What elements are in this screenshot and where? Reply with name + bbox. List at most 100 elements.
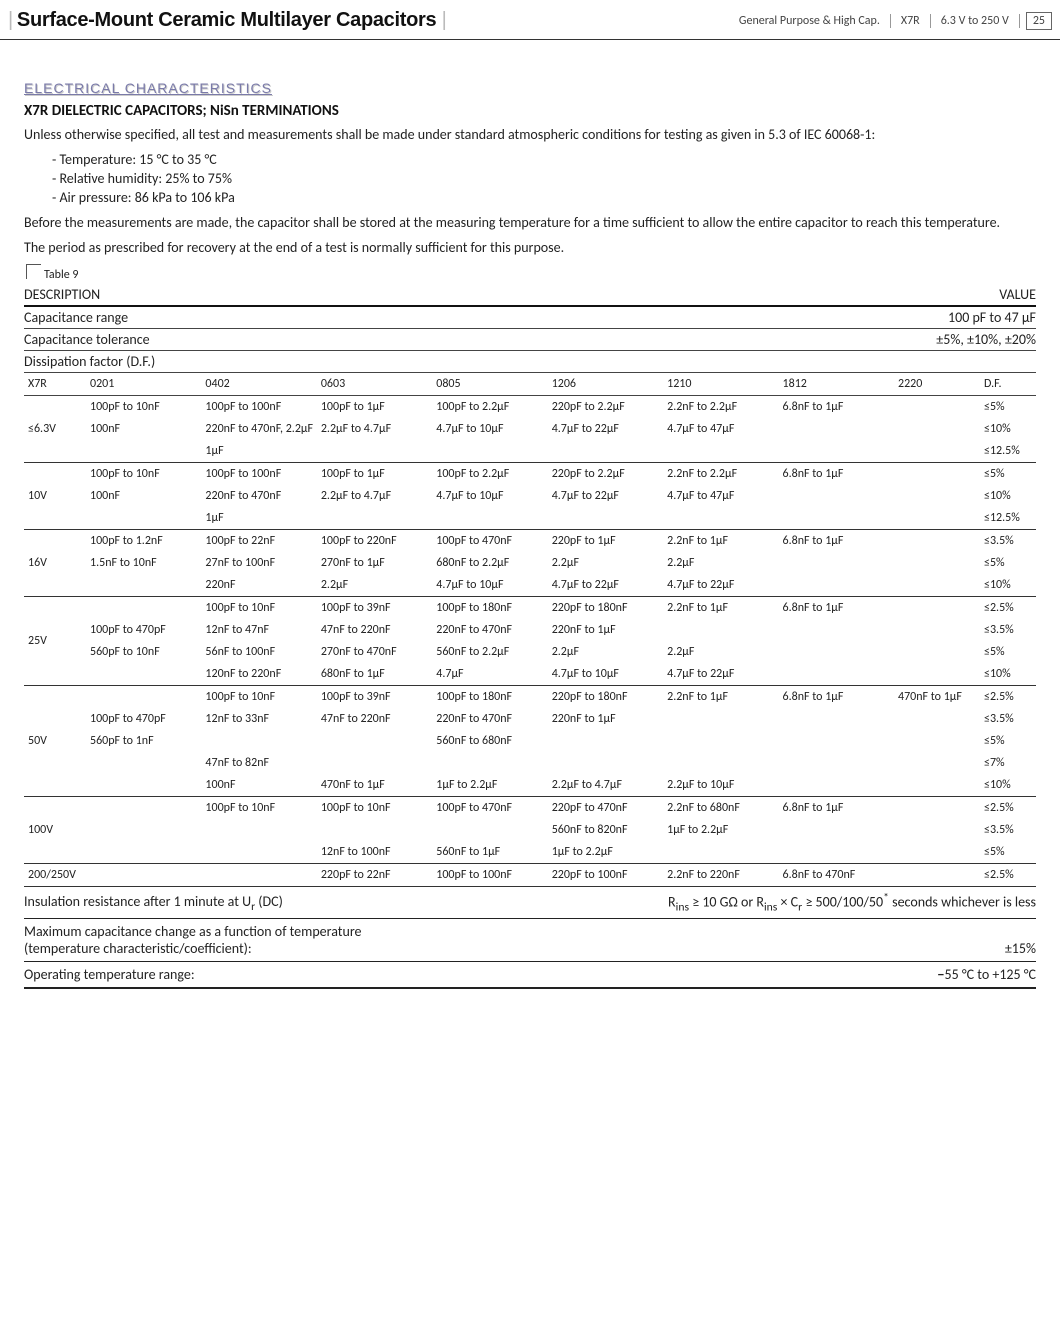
table-cell — [779, 708, 894, 730]
table-cell — [779, 663, 894, 686]
table-cell: 100pF to 470pF — [86, 619, 201, 641]
table-cell — [201, 819, 316, 841]
table-cell: 2.2µF — [548, 552, 663, 574]
table-cell: 220nF to 470nF — [432, 708, 547, 730]
table-cell: ≤10% — [980, 418, 1036, 440]
table-cell: 1µF — [201, 440, 316, 463]
table-row: 220nF2.2µF4.7µF to 10µF4.7µF to 22µF4.7µ… — [24, 574, 1036, 597]
page-body: ELECTRICAL CHARACTERISTICS X7R DIELECTRI… — [0, 40, 1060, 1013]
table-cell: 100pF to 10nF — [201, 796, 316, 819]
col-0402: 0402 — [201, 373, 316, 396]
table-cell: 100pF to 220nF — [317, 529, 432, 552]
table-body: ≤6.3V100pF to 10nF100pF to 100nF100pF to… — [24, 395, 1036, 886]
table-row: 560nF to 820nF1µF to 2.2µF≤3.5% — [24, 819, 1036, 841]
table-cell: ≤12.5% — [980, 507, 1036, 530]
table-cell: 100pF to 100nF — [201, 462, 316, 485]
insulation-value: Rins ≥ 10 GΩ or Rins × Cr ≥ 500/100/50* … — [668, 891, 1036, 914]
table-cell: ≤5% — [980, 462, 1036, 485]
table-cell — [894, 730, 980, 752]
col-2220: 2220 — [894, 373, 980, 396]
table-cell: 220nF to 1µF — [548, 708, 663, 730]
col-0201: 0201 — [86, 373, 201, 396]
table-cell — [663, 841, 778, 864]
voltage-label: 25V — [24, 596, 86, 685]
cap-range-row: Capacitance range 100 pF to 47 µF — [24, 307, 1036, 329]
table-cell — [779, 552, 894, 574]
voltage-label: 200/250V — [24, 863, 86, 886]
table-cell: 6.8nF to 470nF — [779, 863, 894, 886]
table-cell: 6.8nF to 1µF — [779, 529, 894, 552]
bullet-pressure: - Air pressure: 86 kPa to 106 kPa — [52, 189, 1036, 206]
table-cell: ≤5% — [980, 730, 1036, 752]
col-value: VALUE — [999, 286, 1036, 303]
table-cell: 2.2nF to 2.2µF — [663, 395, 778, 418]
ins-r: ≥ 10 GΩ or R — [689, 893, 764, 910]
description-header-row: DESCRIPTION VALUE — [24, 284, 1036, 307]
table-cell — [663, 440, 778, 463]
table-row: 16V100pF to 1.2nF100pF to 22nF100pF to 2… — [24, 529, 1036, 552]
table-row: 560pF to 10nF56nF to 100nF270nF to 470nF… — [24, 641, 1036, 663]
table-cell: ≤2.5% — [980, 685, 1036, 708]
table-cell: 220nF — [201, 574, 316, 597]
table-row: ≤6.3V100pF to 10nF100pF to 100nF100pF to… — [24, 395, 1036, 418]
ins-r: ins — [764, 900, 777, 914]
table-cell: 2.2nF to 1µF — [663, 529, 778, 552]
table-cell: ≤2.5% — [980, 863, 1036, 886]
table-cell: 100pF to 470nF — [432, 796, 547, 819]
table-cell — [663, 507, 778, 530]
table-cell: ≤5% — [980, 841, 1036, 864]
table-cell — [432, 440, 547, 463]
table-cell — [894, 395, 980, 418]
table-cell: 100pF to 1µF — [317, 462, 432, 485]
ins-r: R — [668, 893, 676, 910]
table-cell — [894, 529, 980, 552]
table-cell: 6.8nF to 1µF — [779, 796, 894, 819]
table-cell — [894, 418, 980, 440]
optemp-row: Operating temperature range: −55 °C to +… — [24, 962, 1036, 989]
table-cell — [894, 462, 980, 485]
table-cell: 4.7µF to 22µF — [663, 663, 778, 686]
table-row: 120nF to 220nF680nF to 1µF4.7µF4.7µF to … — [24, 663, 1036, 686]
table-cell: 2.2µF — [663, 552, 778, 574]
maxcap-l2: (temperature characteristic/coefficient)… — [24, 940, 362, 957]
table-cell — [663, 752, 778, 774]
table-cell: 4.7µF to 22µF — [548, 485, 663, 507]
table-cell: 47nF to 220nF — [317, 708, 432, 730]
cap-tol-row: Capacitance tolerance ±5%, ±10%, ±20% — [24, 329, 1036, 351]
table-cell: 1µF to 2.2µF — [432, 774, 547, 797]
table-cell: ≤7% — [980, 752, 1036, 774]
maxcap-row: Maximum capacitance change as a function… — [24, 919, 1036, 962]
table-cell — [86, 440, 201, 463]
optemp-label: Operating temperature range: — [24, 966, 195, 983]
table-cell — [317, 819, 432, 841]
table-cell: 6.8nF to 1µF — [779, 685, 894, 708]
table-cell — [779, 418, 894, 440]
table-cell: 100pF to 10nF — [201, 685, 316, 708]
table-cell: 4.7µF to 10µF — [432, 418, 547, 440]
table-cell: 470nF to 1µF — [894, 685, 980, 708]
table-cell — [548, 440, 663, 463]
table-cell: ≤10% — [980, 774, 1036, 797]
table-cell: 100pF to 39nF — [317, 596, 432, 619]
table-cell: 100pF to 180nF — [432, 596, 547, 619]
table-cell: 2.2nF to 680nF — [663, 796, 778, 819]
table-cell: 2.2µF to 4.7µF — [548, 774, 663, 797]
ins-text: Insulation resistance after 1 minute at … — [24, 893, 251, 910]
table-cell: 100pF to 10nF — [86, 395, 201, 418]
table-cell: 100pF to 1.2nF — [86, 529, 201, 552]
table-cell: 100nF — [86, 485, 201, 507]
table-cell — [317, 440, 432, 463]
table-cell — [86, 507, 201, 530]
table-cell: 100pF to 2.2µF — [432, 395, 547, 418]
df-table: X7R 0201 0402 0603 0805 1206 1210 1812 2… — [24, 373, 1036, 887]
divider-bar: | — [8, 9, 13, 31]
table-cell: 2.2µF to 4.7µF — [317, 485, 432, 507]
table-cell: 2.2µF — [317, 574, 432, 597]
table-cell — [894, 507, 980, 530]
table-cell — [86, 863, 201, 886]
table-cell — [317, 752, 432, 774]
table-header-row: X7R 0201 0402 0603 0805 1206 1210 1812 2… — [24, 373, 1036, 396]
table-cell: 4.7µF to 47µF — [663, 485, 778, 507]
conditions-list: - Temperature: 15 °C to 35 °C - Relative… — [52, 151, 1036, 206]
table-cell: 2.2µF — [663, 641, 778, 663]
